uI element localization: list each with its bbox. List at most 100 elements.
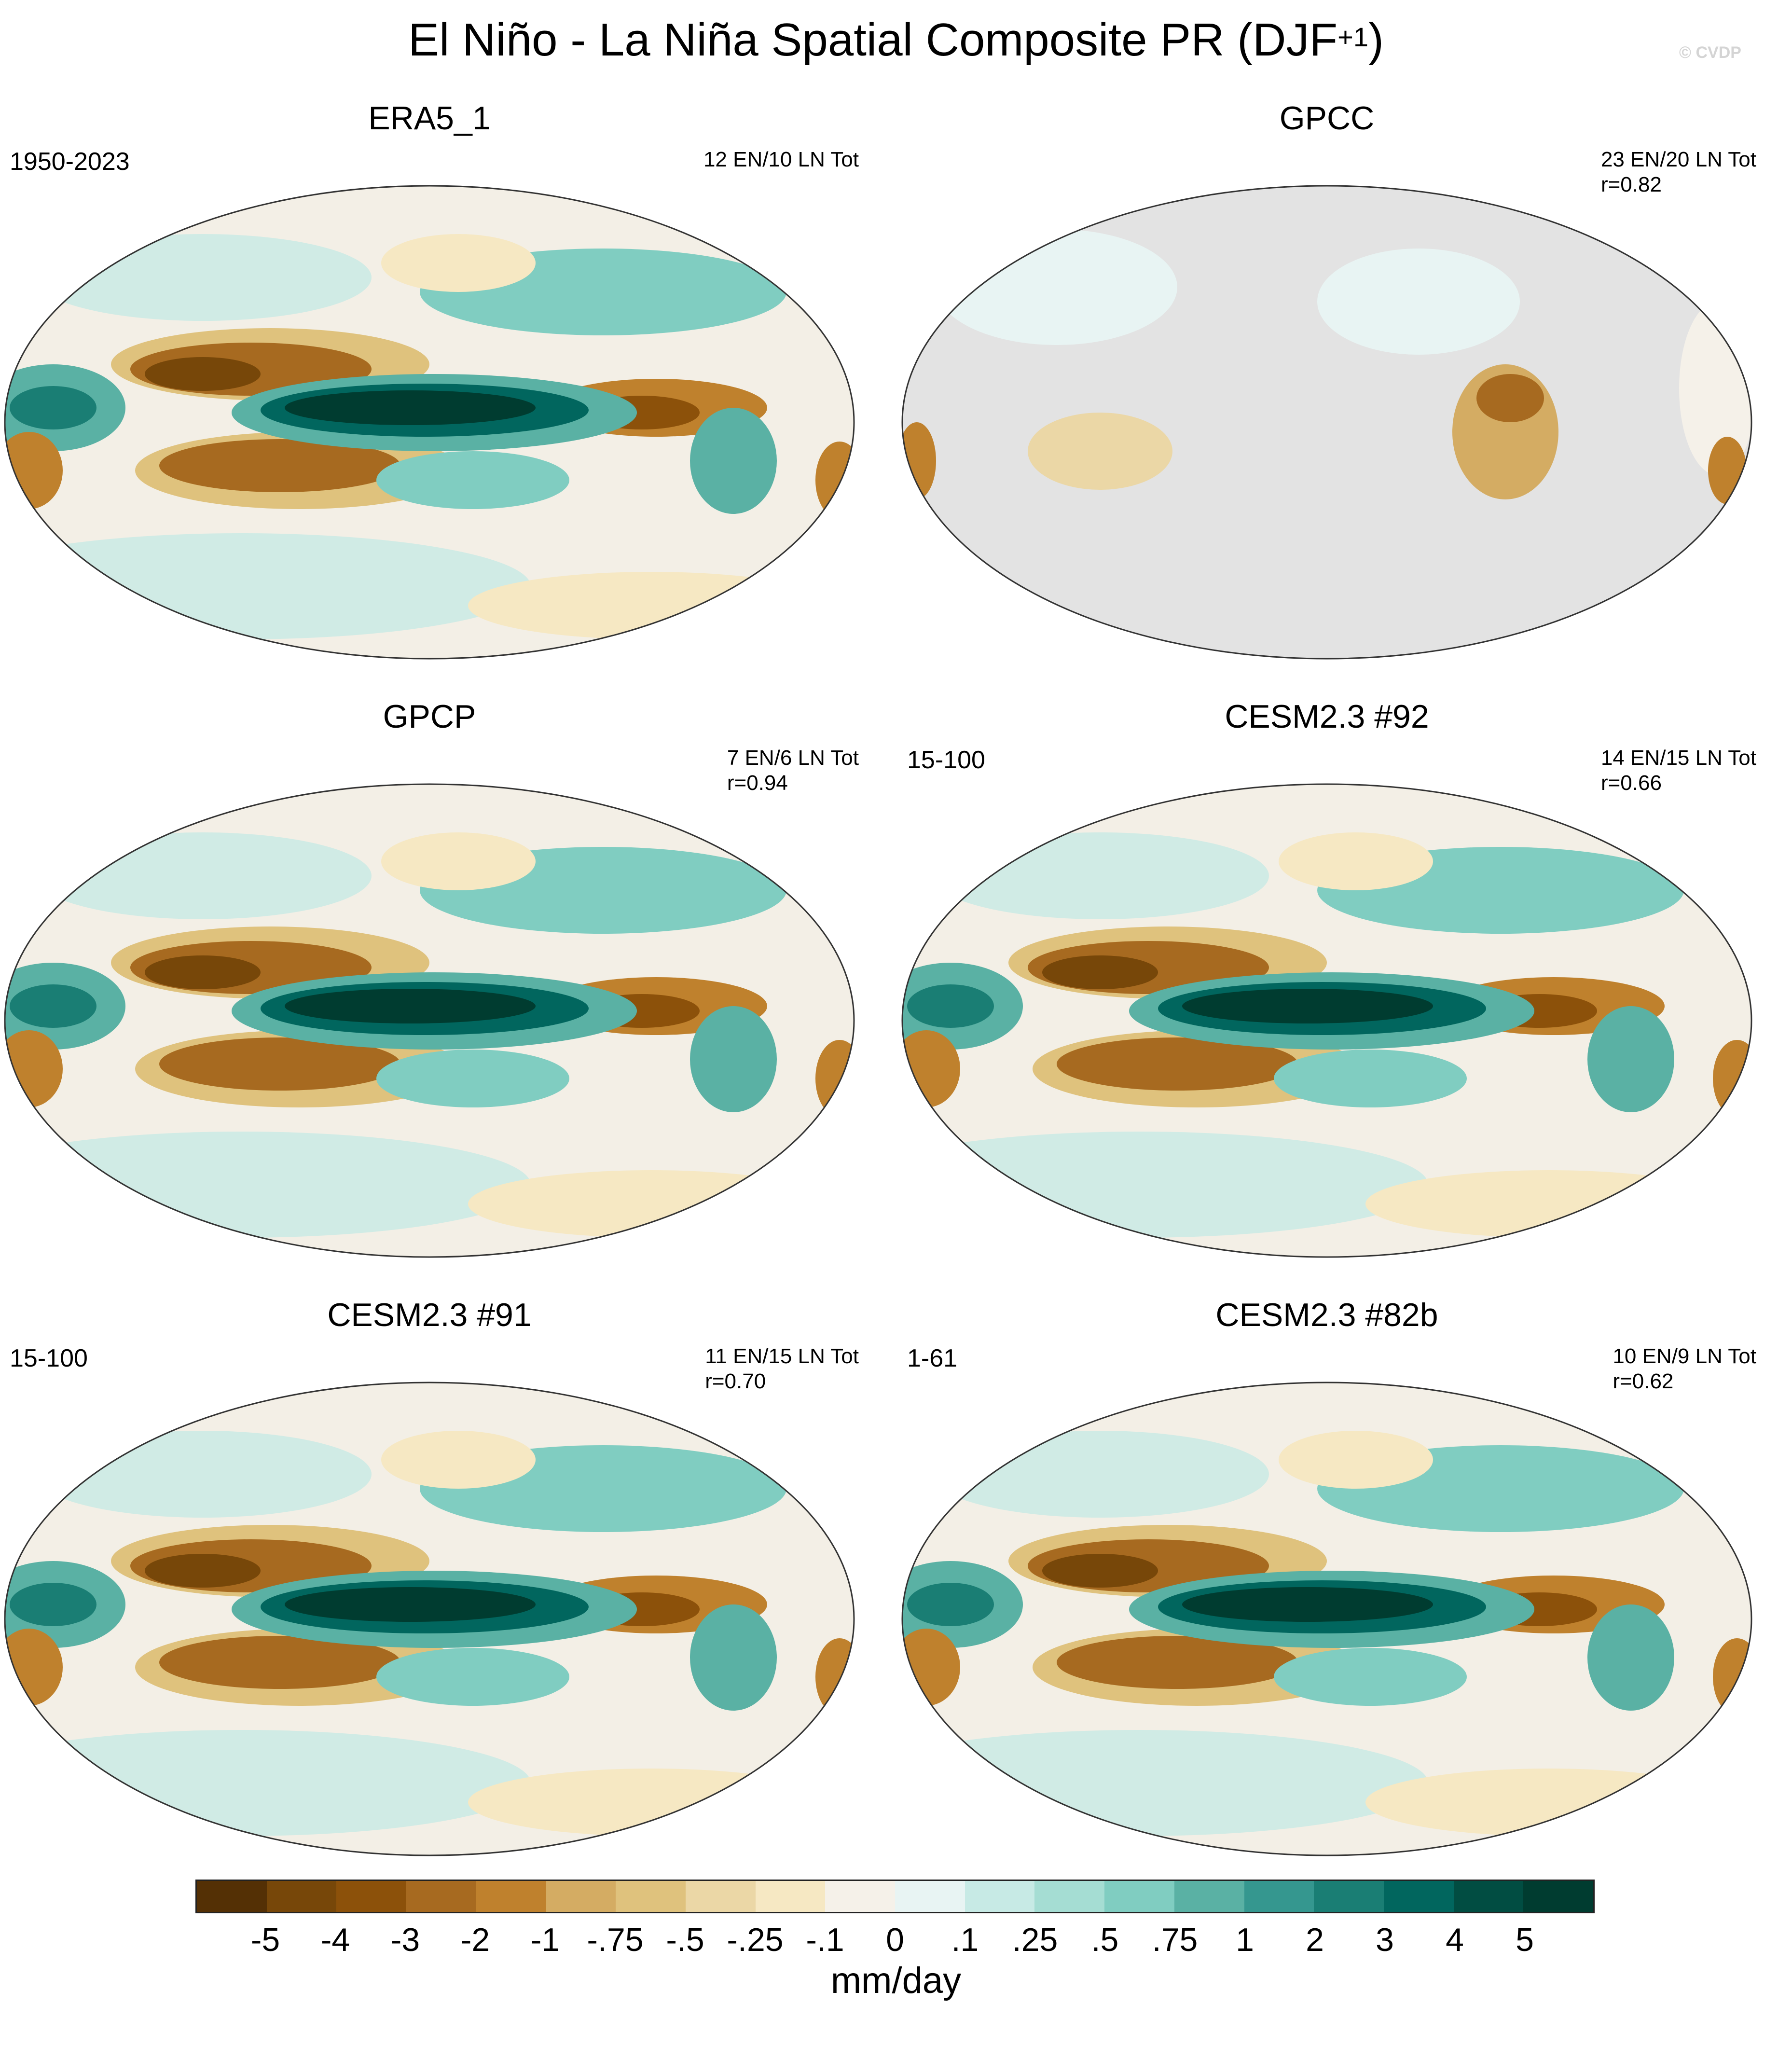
colorbar-segment xyxy=(1523,1881,1594,1912)
map-plot xyxy=(901,783,1752,1258)
panel-period-label: 1-61 xyxy=(907,1344,958,1372)
colorbar-segment xyxy=(1383,1881,1454,1912)
map-border xyxy=(4,185,855,660)
colorbar-units: mm/day xyxy=(830,1960,962,2001)
panel-correlation: r=0.82 xyxy=(1600,173,1662,196)
colorbar-segment xyxy=(825,1881,896,1912)
map-background xyxy=(902,186,1751,659)
spcz-dry-core xyxy=(1057,1037,1298,1091)
australia-land xyxy=(1028,413,1172,490)
panel-event-count: 10 EN/9 LN Tot xyxy=(1613,1344,1756,1368)
map-plot xyxy=(4,185,855,660)
colorbar-segment xyxy=(685,1881,756,1912)
eq-pacific-wet-core xyxy=(285,989,536,1023)
spcz-dry-core xyxy=(159,439,400,492)
panel-event-count: 12 EN/10 LN Tot xyxy=(703,148,859,171)
panel-title: GPCP xyxy=(383,698,476,735)
colorbar-segment xyxy=(266,1881,337,1912)
colorbar-tick-label: -1 xyxy=(530,1922,560,1958)
panel-stats: 7 EN/6 LN Tot r=0.94 xyxy=(700,746,859,796)
map-field xyxy=(5,186,854,659)
indian-ocean-wet-core xyxy=(907,1583,994,1626)
se-africa-land-dry xyxy=(1708,437,1747,504)
panel-period-label: 15-100 xyxy=(10,1344,88,1372)
colorbar-tick-label: 1 xyxy=(1236,1922,1254,1958)
panel-event-count: 23 EN/20 LN Tot xyxy=(1600,148,1756,171)
southern-dry-patch xyxy=(468,1769,835,1836)
map-field xyxy=(5,1382,854,1855)
colorbar-segment xyxy=(1314,1881,1384,1912)
colorbar-tick-label: .1 xyxy=(951,1922,979,1958)
panel-title: GPCC xyxy=(1279,100,1375,137)
amazon-land-dry xyxy=(1476,374,1544,422)
map-panel: GPCC 23 EN/20 LN Tot r=0.82 xyxy=(897,99,1756,678)
colorbar-tick-labels: -5 -4 -3 -2 -1 -.75 -.5 -.25 -.1 0 .1 .25 .5 .75 1 2 3 4 5 xyxy=(195,1921,1595,1959)
north-pacific-dry-patch xyxy=(381,832,536,890)
map-border xyxy=(901,783,1752,1258)
north-pacific-dry-patch xyxy=(381,234,536,292)
se-pacific-wet-branch xyxy=(1274,1050,1467,1107)
southern-dry-patch xyxy=(1365,1769,1732,1836)
colorbar-tick-label: .25 xyxy=(1012,1922,1058,1958)
indian-ocean-wet-core xyxy=(907,984,994,1028)
panel-stats: 10 EN/9 LN Tot r=0.62 xyxy=(1585,1344,1756,1394)
asia-land xyxy=(936,229,1177,345)
map-plot xyxy=(4,783,855,1258)
map-plot xyxy=(901,185,1752,660)
copyright-label: © CVDP xyxy=(1679,43,1741,62)
panel-title: CESM2.3 #92 xyxy=(1225,698,1429,735)
north-america-land xyxy=(1317,249,1520,355)
colorbar-tick-label: -.25 xyxy=(727,1922,784,1958)
map-panel: CESM2.3 #82b 1-61 10 EN/9 LN Tot r=0.62 xyxy=(897,1296,1756,1875)
map-panel: GPCP 7 EN/6 LN Tot r=0.94 xyxy=(0,697,859,1276)
map-border xyxy=(4,1382,855,1856)
panel-correlation: r=0.62 xyxy=(1613,1369,1674,1393)
north-pacific-dry-patch xyxy=(381,1431,536,1489)
map-field xyxy=(902,186,1751,659)
southern-dry-patch xyxy=(1365,1170,1732,1238)
panel-correlation: r=0.66 xyxy=(1600,771,1662,795)
colorbar-segment xyxy=(336,1881,407,1912)
colorbar-segment xyxy=(965,1881,1035,1912)
panel-stats: 11 EN/15 LN Tot r=0.70 xyxy=(678,1344,859,1394)
indian-ocean-wet-core xyxy=(10,1583,96,1626)
eq-pacific-wet-core xyxy=(1182,989,1433,1023)
colorbar-tick-label: -4 xyxy=(320,1922,350,1958)
se-pacific-wet-branch xyxy=(376,1050,569,1107)
southern-dry-patch xyxy=(468,572,835,639)
map-field xyxy=(5,784,854,1257)
south-atlantic-wet xyxy=(1587,1604,1674,1711)
panel-stats: 14 EN/15 LN Tot r=0.66 xyxy=(1574,746,1756,796)
colorbar-segment xyxy=(1104,1881,1174,1912)
north-pacific-dry-patch xyxy=(1279,1431,1433,1489)
maritime-dry-core xyxy=(145,357,261,391)
spcz-dry-core xyxy=(159,1037,400,1091)
maritime-dry-core xyxy=(145,955,261,989)
figure-title-end: ) xyxy=(1368,14,1384,66)
panel-correlation: r=0.94 xyxy=(727,771,788,795)
map-border xyxy=(4,783,855,1258)
panel-period-label: 1950-2023 xyxy=(10,148,130,176)
south-atlantic-wet xyxy=(690,408,777,514)
indian-ocean-wet-core xyxy=(10,984,96,1028)
colorbar-tick-label: 3 xyxy=(1376,1922,1394,1958)
indian-ocean-wet-core xyxy=(10,386,96,429)
se-pacific-wet-branch xyxy=(1274,1648,1467,1706)
spcz-dry-core xyxy=(1057,1636,1298,1689)
map-plot xyxy=(901,1382,1752,1856)
colorbar-tick-label: -2 xyxy=(460,1922,490,1958)
colorbar-segment xyxy=(406,1881,476,1912)
colorbar-tick-label: -.1 xyxy=(806,1922,844,1958)
colorbar-segment xyxy=(197,1881,267,1912)
colorbar-segment xyxy=(1034,1881,1105,1912)
colorbar-tick-label: -3 xyxy=(390,1922,420,1958)
maritime-dry-core xyxy=(1042,955,1158,989)
eq-pacific-wet-core xyxy=(285,390,536,425)
panel-stats: 12 EN/10 LN Tot xyxy=(676,147,859,172)
colorbar-segment xyxy=(546,1881,616,1912)
colorbar xyxy=(195,1880,1595,1913)
panel-correlation: r=0.70 xyxy=(705,1369,766,1393)
colorbar-tick-label: .5 xyxy=(1091,1922,1119,1958)
colorbar-segment xyxy=(1453,1881,1524,1912)
panel-event-count: 11 EN/15 LN Tot xyxy=(705,1344,859,1368)
